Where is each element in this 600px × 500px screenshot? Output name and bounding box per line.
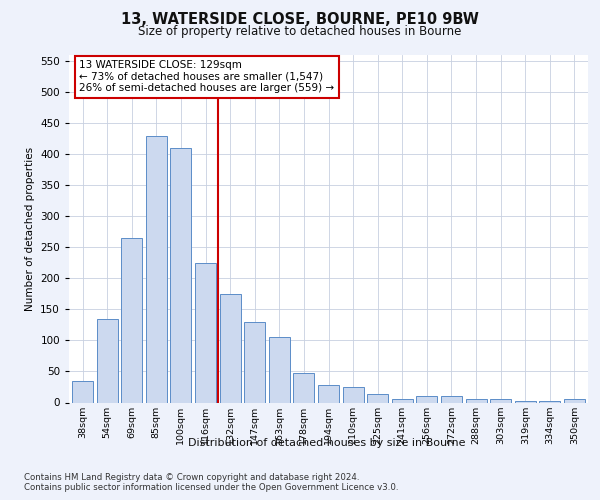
Bar [367, 394, 388, 402]
Text: 13 WATERSIDE CLOSE: 129sqm
← 73% of detached houses are smaller (1,547)
26% of s: 13 WATERSIDE CLOSE: 129sqm ← 73% of deta… [79, 60, 335, 94]
Bar [343, 387, 364, 402]
Bar [244, 322, 265, 402]
Bar [515, 400, 536, 402]
Bar [220, 294, 241, 403]
Text: Contains public sector information licensed under the Open Government Licence v3: Contains public sector information licen… [24, 484, 398, 492]
Bar [392, 400, 413, 402]
Text: 13, WATERSIDE CLOSE, BOURNE, PE10 9BW: 13, WATERSIDE CLOSE, BOURNE, PE10 9BW [121, 12, 479, 28]
Bar [146, 136, 167, 402]
Text: Contains HM Land Registry data © Crown copyright and database right 2024.: Contains HM Land Registry data © Crown c… [24, 472, 359, 482]
Bar [293, 374, 314, 402]
Bar [269, 338, 290, 402]
Bar [97, 318, 118, 402]
Bar [490, 400, 511, 402]
Bar [441, 396, 462, 402]
Bar [170, 148, 191, 403]
Bar [416, 396, 437, 402]
Bar [564, 400, 585, 402]
Bar [72, 381, 93, 402]
Text: Size of property relative to detached houses in Bourne: Size of property relative to detached ho… [139, 25, 461, 38]
Bar [318, 385, 339, 402]
Bar [121, 238, 142, 402]
Bar [466, 400, 487, 402]
Text: Distribution of detached houses by size in Bourne: Distribution of detached houses by size … [188, 438, 466, 448]
Bar [195, 263, 216, 402]
Y-axis label: Number of detached properties: Number of detached properties [25, 146, 35, 311]
